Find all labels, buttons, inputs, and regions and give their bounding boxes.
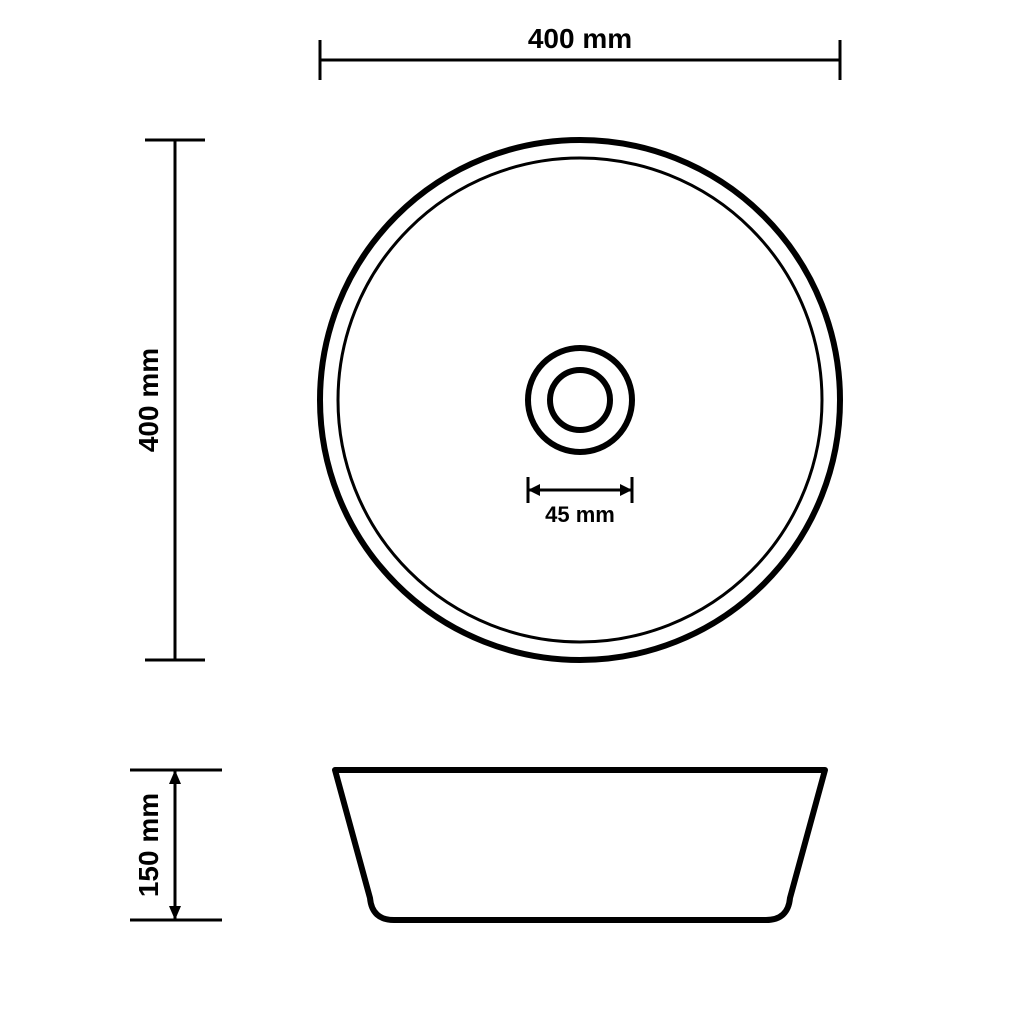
dimension-depth-label: 150 mm bbox=[133, 793, 164, 897]
dimension-width-label: 400 mm bbox=[528, 23, 632, 54]
dimension-width: 400 mm bbox=[320, 23, 840, 80]
basin-side-profile bbox=[335, 770, 825, 920]
drain-inner bbox=[550, 370, 610, 430]
dimension-height-label: 400 mm bbox=[133, 348, 164, 452]
basin-inner-rim bbox=[338, 158, 822, 642]
dimension-height: 400 mm bbox=[133, 140, 205, 660]
dimension-drain: 45 mm bbox=[528, 477, 632, 527]
basin-outer-rim bbox=[320, 140, 840, 660]
dimension-drain-label: 45 mm bbox=[545, 502, 615, 527]
drain-outer bbox=[528, 348, 632, 452]
dimension-depth: 150 mm bbox=[130, 770, 222, 920]
